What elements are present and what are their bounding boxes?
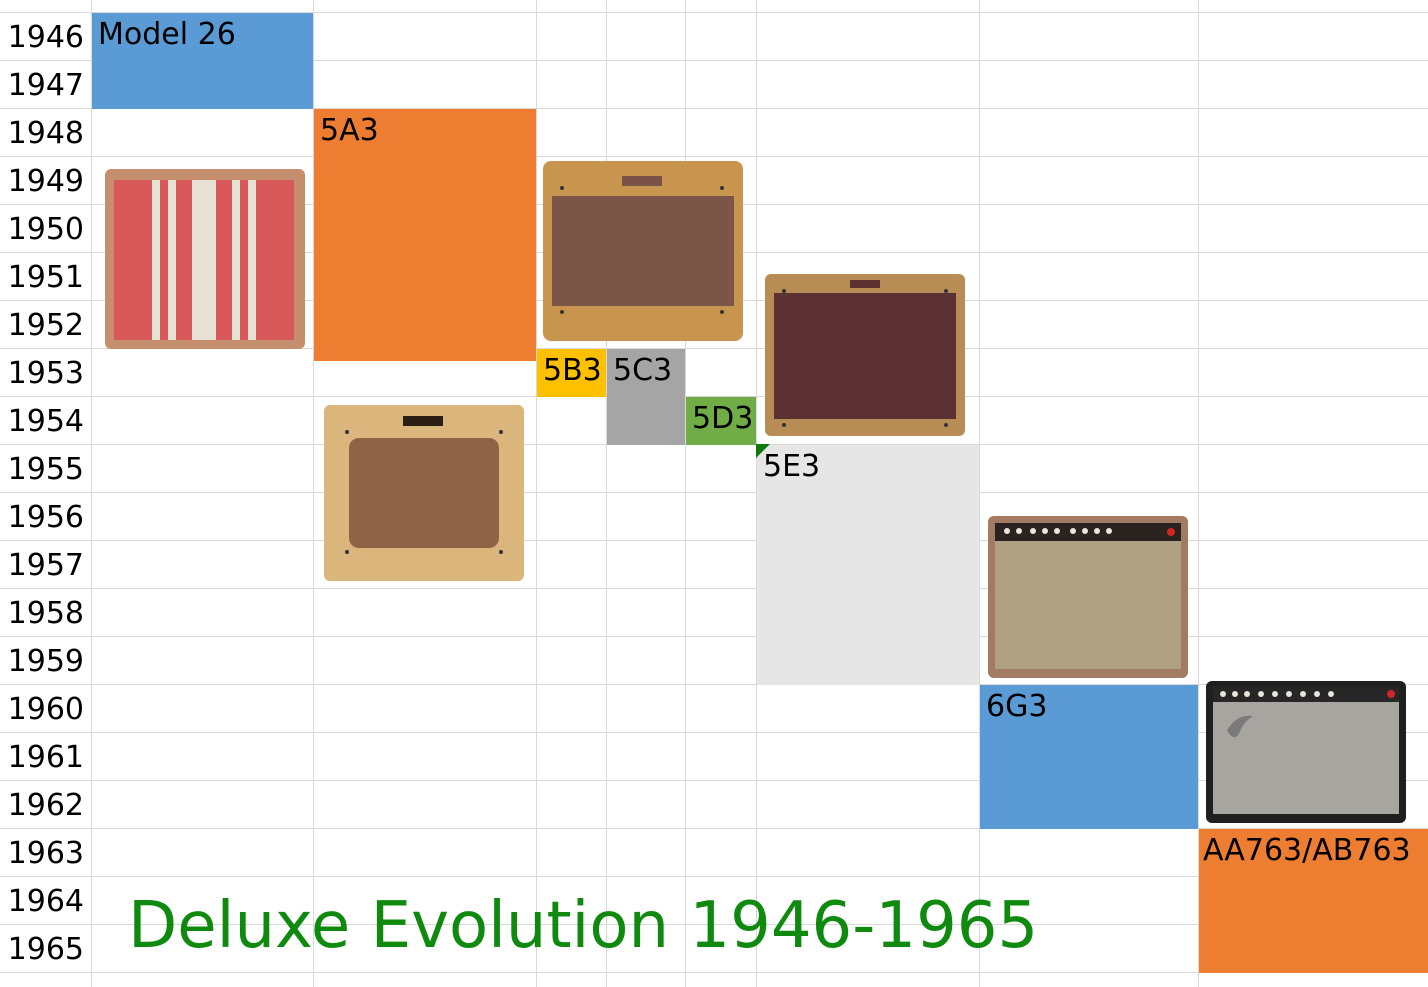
year-label: 1946 (7, 20, 84, 55)
year-label: 1965 (7, 932, 84, 967)
year-label: 1958 (7, 596, 84, 631)
model-block-model-26: Model 26 (92, 13, 313, 109)
year-label: 1957 (7, 548, 84, 583)
5e3-comment-marker (756, 444, 770, 458)
model-block-5c3: 5C3 (607, 349, 685, 445)
year-label: 1964 (7, 884, 84, 919)
model-block-aa763-ab763: AA763/AB763 (1199, 829, 1428, 973)
5e3-amp-image (765, 274, 965, 436)
model-26-amp-image (105, 169, 305, 349)
5a3-amp-image (324, 405, 524, 581)
model-block-5a3: 5A3 (314, 109, 536, 361)
year-label: 1951 (7, 260, 84, 295)
year-label: 1952 (7, 308, 84, 343)
model-label: 5D3 (692, 401, 754, 436)
model-label: AA763/AB763 (1203, 833, 1411, 868)
model-block-5b3: 5B3 (537, 349, 606, 397)
year-label: 1962 (7, 788, 84, 823)
year-label: 1960 (7, 692, 84, 727)
year-label: 1953 (7, 356, 84, 391)
6g3-amp-image (988, 516, 1188, 678)
year-label: 1949 (7, 164, 84, 199)
model-label: Model 26 (98, 17, 236, 52)
model-block-6g3: 6G3 (980, 685, 1198, 829)
model-label: 6G3 (986, 689, 1048, 724)
chart-title: Deluxe Evolution 1946-1965 (128, 889, 1039, 963)
ab763-amp-image (1206, 681, 1406, 823)
year-label: 1963 (7, 836, 84, 871)
5b3-amp-image (543, 161, 743, 341)
year-label: 1950 (7, 212, 84, 247)
year-label: 1947 (7, 68, 84, 103)
model-block-5d3: 5D3 (686, 397, 756, 445)
year-label: 1956 (7, 500, 84, 535)
year-label: 1961 (7, 740, 84, 775)
model-label: 5C3 (613, 353, 673, 388)
model-label: 5A3 (320, 113, 379, 148)
year-label: 1954 (7, 404, 84, 439)
year-label: 1959 (7, 644, 84, 679)
model-label: 5B3 (543, 353, 602, 388)
year-label: 1948 (7, 116, 84, 151)
year-label: 1955 (7, 452, 84, 487)
model-label: 5E3 (763, 449, 821, 484)
model-block-5e3: 5E3 (757, 445, 979, 685)
